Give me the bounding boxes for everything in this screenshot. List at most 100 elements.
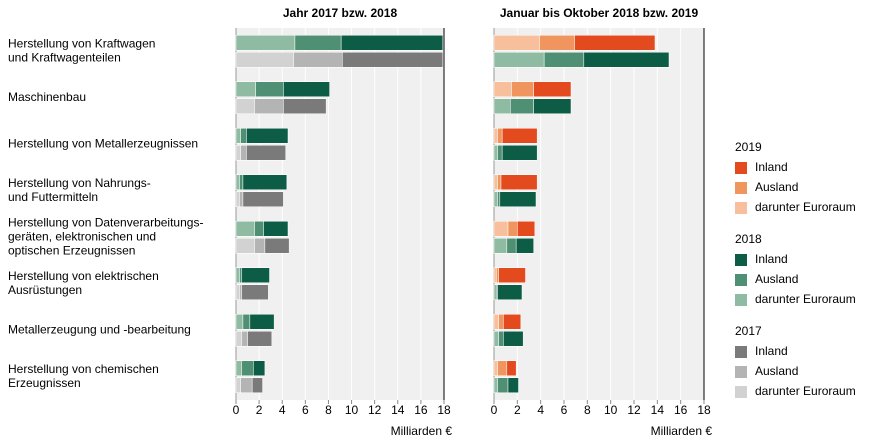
bar-segment <box>293 52 343 68</box>
bar-segment <box>239 191 244 207</box>
category-label-line: und Kraftwagenteilen <box>8 50 121 64</box>
bar-segment <box>493 191 498 207</box>
x-tick-label: 14 <box>391 403 405 417</box>
bar-segment <box>515 238 534 254</box>
bar-segment <box>263 221 289 237</box>
bar-segment <box>506 360 517 376</box>
bar-segment <box>235 52 295 68</box>
bar-segment <box>241 284 269 300</box>
legend-label: Ausland <box>755 180 798 194</box>
bar-segment <box>503 314 522 330</box>
bar-segment <box>242 314 251 330</box>
legend-label: Ausland <box>755 364 798 378</box>
legend-swatch <box>735 294 747 306</box>
x-tick-label: 6 <box>302 403 309 417</box>
bar-segment <box>510 98 534 114</box>
bar-segment <box>583 52 670 68</box>
bar-segment <box>240 145 247 161</box>
bar-segment <box>497 128 503 144</box>
category-label-line: Herstellung von elektrischen <box>8 269 159 283</box>
bar-segment <box>264 238 290 254</box>
bar-segment <box>493 81 512 97</box>
bar-segment <box>254 238 266 254</box>
bar-segment <box>497 360 508 376</box>
legend-swatch <box>735 162 747 174</box>
bar-segment <box>241 267 270 283</box>
x-tick-label: 16 <box>674 403 688 417</box>
category-label-line: Herstellung von chemischen <box>8 362 159 376</box>
x-tick-label: 10 <box>604 403 618 417</box>
bar-segment <box>239 284 243 300</box>
bar-segment <box>235 128 241 144</box>
bar-segment <box>517 221 536 237</box>
bar-segment <box>493 145 498 161</box>
category-label-line: Ausrüstungen <box>8 283 82 297</box>
x-tick-label: 4 <box>279 403 286 417</box>
category-label-line: Metallerzeugung und -bearbeitung <box>8 322 191 336</box>
bar-segment <box>503 331 524 347</box>
bar-segment <box>253 360 266 376</box>
legend-label: darunter Euroraum <box>755 292 856 306</box>
bar-segment <box>498 314 504 330</box>
bar-segment <box>247 331 273 347</box>
x-tick-label: 16 <box>414 403 428 417</box>
category-label: Metallerzeugung und -bearbeitung <box>8 322 191 336</box>
category-label: Herstellung von Datenverarbeitungs-gerät… <box>8 215 203 257</box>
bar-segment <box>493 221 509 237</box>
category-label-line: Herstellung von Kraftwagen <box>8 36 155 50</box>
x-tick-label: 0 <box>233 403 240 417</box>
bar-segment <box>235 377 241 393</box>
legend-swatch <box>735 202 747 214</box>
bar-segment <box>493 284 497 300</box>
bar-segment <box>235 314 244 330</box>
bar-segment <box>283 98 327 114</box>
x-tick-label: 6 <box>561 403 568 417</box>
legend-swatch <box>735 274 747 286</box>
bar-segment <box>493 331 499 347</box>
legend-label: Inland <box>755 252 788 266</box>
legend-swatch <box>735 366 747 378</box>
x-tick-label: 14 <box>651 403 665 417</box>
bar-segment <box>493 360 498 376</box>
bar-segment <box>506 238 517 254</box>
category-label-line: und Futtermitteln <box>8 190 98 204</box>
bar-segment <box>242 174 288 190</box>
x-tick-label: 12 <box>627 403 641 417</box>
bar-segment <box>533 81 572 97</box>
bar-segment <box>507 221 518 237</box>
legend-label: Inland <box>755 160 788 174</box>
legend-title: 2017 <box>735 324 762 338</box>
bar-segment <box>493 377 498 393</box>
panel-title: Jahr 2017 bzw. 2018 <box>283 6 398 20</box>
bar-segment <box>255 81 284 97</box>
panel-title: Januar bis Oktober 2018 bzw. 2019 <box>500 6 699 20</box>
bar-segment <box>246 145 286 161</box>
bar-segment <box>498 267 526 283</box>
legend-label: Inland <box>755 344 788 358</box>
bar-segment <box>496 267 499 283</box>
bar-segment <box>497 145 503 161</box>
bar-segment <box>235 360 243 376</box>
x-tick-label: 0 <box>491 403 498 417</box>
bar-segment <box>235 284 240 300</box>
bar-segment <box>533 98 572 114</box>
bar-segment <box>539 35 575 51</box>
category-label-line: Maschinenbau <box>8 90 86 104</box>
x-tick-label: 2 <box>514 403 521 417</box>
bar-segment <box>246 128 289 144</box>
legend-label: Ausland <box>755 272 798 286</box>
bar-segment <box>340 35 444 51</box>
legend-label: darunter Euroraum <box>755 384 856 398</box>
x-tick-label: 18 <box>437 403 451 417</box>
bar-segment <box>543 52 585 68</box>
category-label: Herstellung von elektrischen Ausrüstungen <box>8 269 159 297</box>
bar-segment <box>241 331 248 347</box>
bar-segment <box>500 174 538 190</box>
bar-segment <box>497 174 502 190</box>
bar-segment <box>235 98 255 114</box>
category-label-line: Herstellung von Metallerzeugnissen <box>8 136 198 150</box>
bar-segment <box>493 238 508 254</box>
category-label-line: geräten, elektronischen und <box>8 229 156 243</box>
bar-segment <box>342 52 444 68</box>
